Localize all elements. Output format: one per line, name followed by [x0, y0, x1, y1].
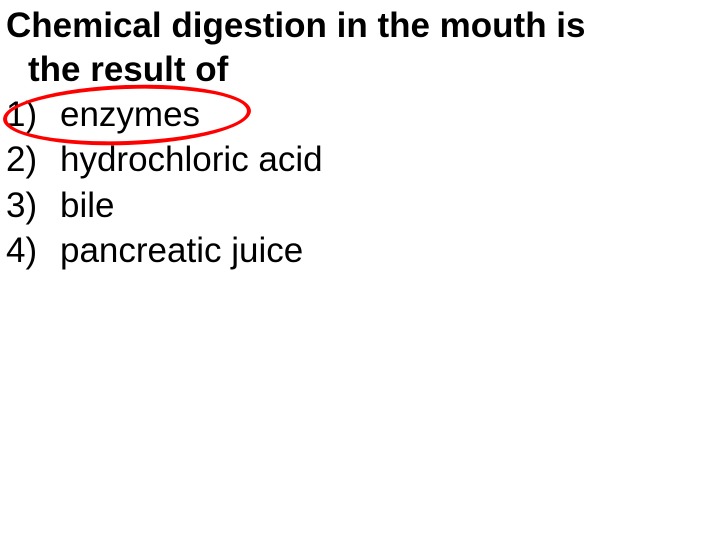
option-4: 4) pancreatic juice	[6, 228, 714, 274]
option-number: 4)	[6, 228, 60, 274]
option-2: 2) hydrochloric acid	[6, 137, 714, 183]
option-text: enzymes	[60, 92, 714, 138]
question-stem: Chemical digestion in the mouth is the r…	[6, 4, 714, 92]
option-1: 1) enzymes	[6, 92, 714, 138]
option-text: hydrochloric acid	[60, 137, 714, 183]
option-number: 2)	[6, 137, 60, 183]
option-number: 3)	[6, 183, 60, 229]
slide: Chemical digestion in the mouth is the r…	[0, 0, 720, 540]
option-text: bile	[60, 183, 714, 229]
option-text: pancreatic juice	[60, 228, 714, 274]
option-number: 1)	[6, 92, 60, 138]
options-list: 1) enzymes 2) hydrochloric acid 3) bile …	[6, 92, 714, 274]
option-3: 3) bile	[6, 183, 714, 229]
question-line-2: the result of	[6, 48, 714, 92]
question-line-1: Chemical digestion in the mouth is	[6, 4, 714, 48]
